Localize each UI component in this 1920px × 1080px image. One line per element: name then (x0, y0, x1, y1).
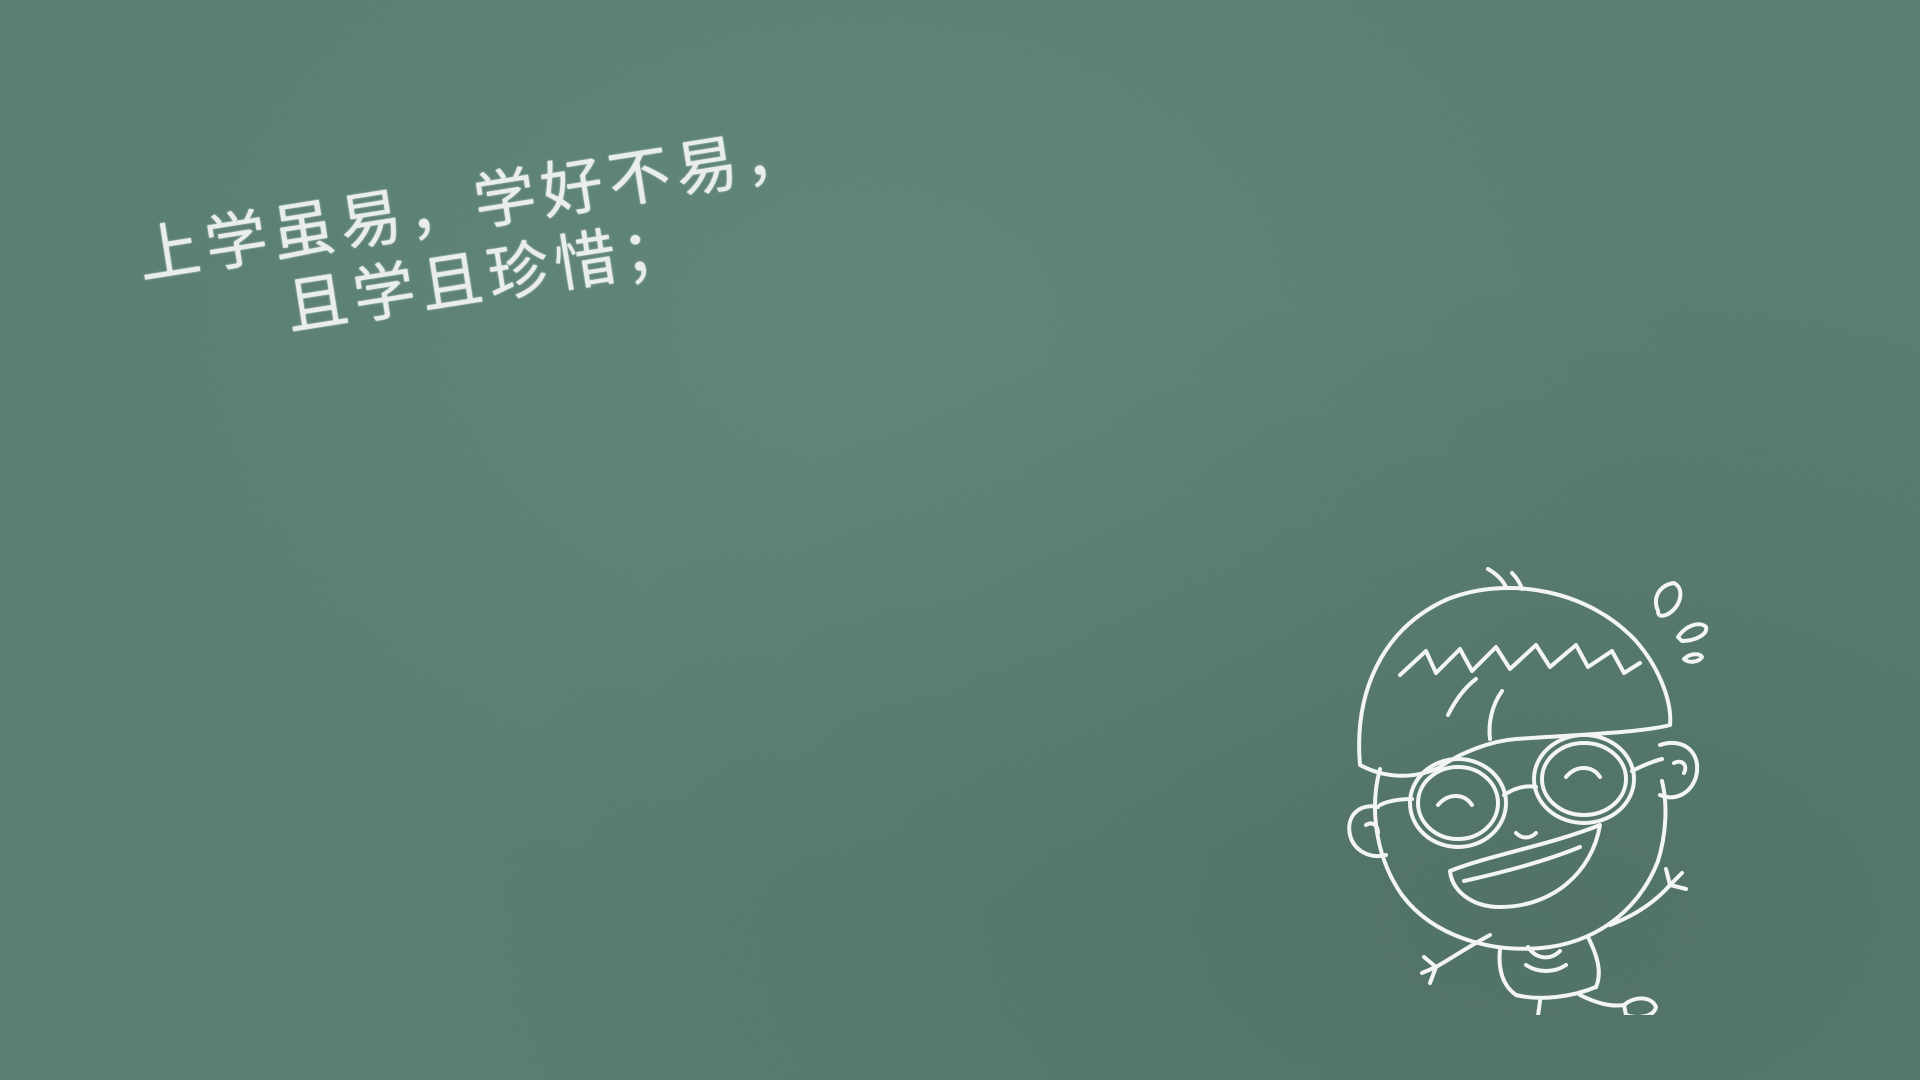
cartoon-boy-with-glasses-icon (1347, 567, 1709, 1015)
chalk-quote: 上学虽易，学好不易， 且学且珍惜； (118, 9, 909, 385)
